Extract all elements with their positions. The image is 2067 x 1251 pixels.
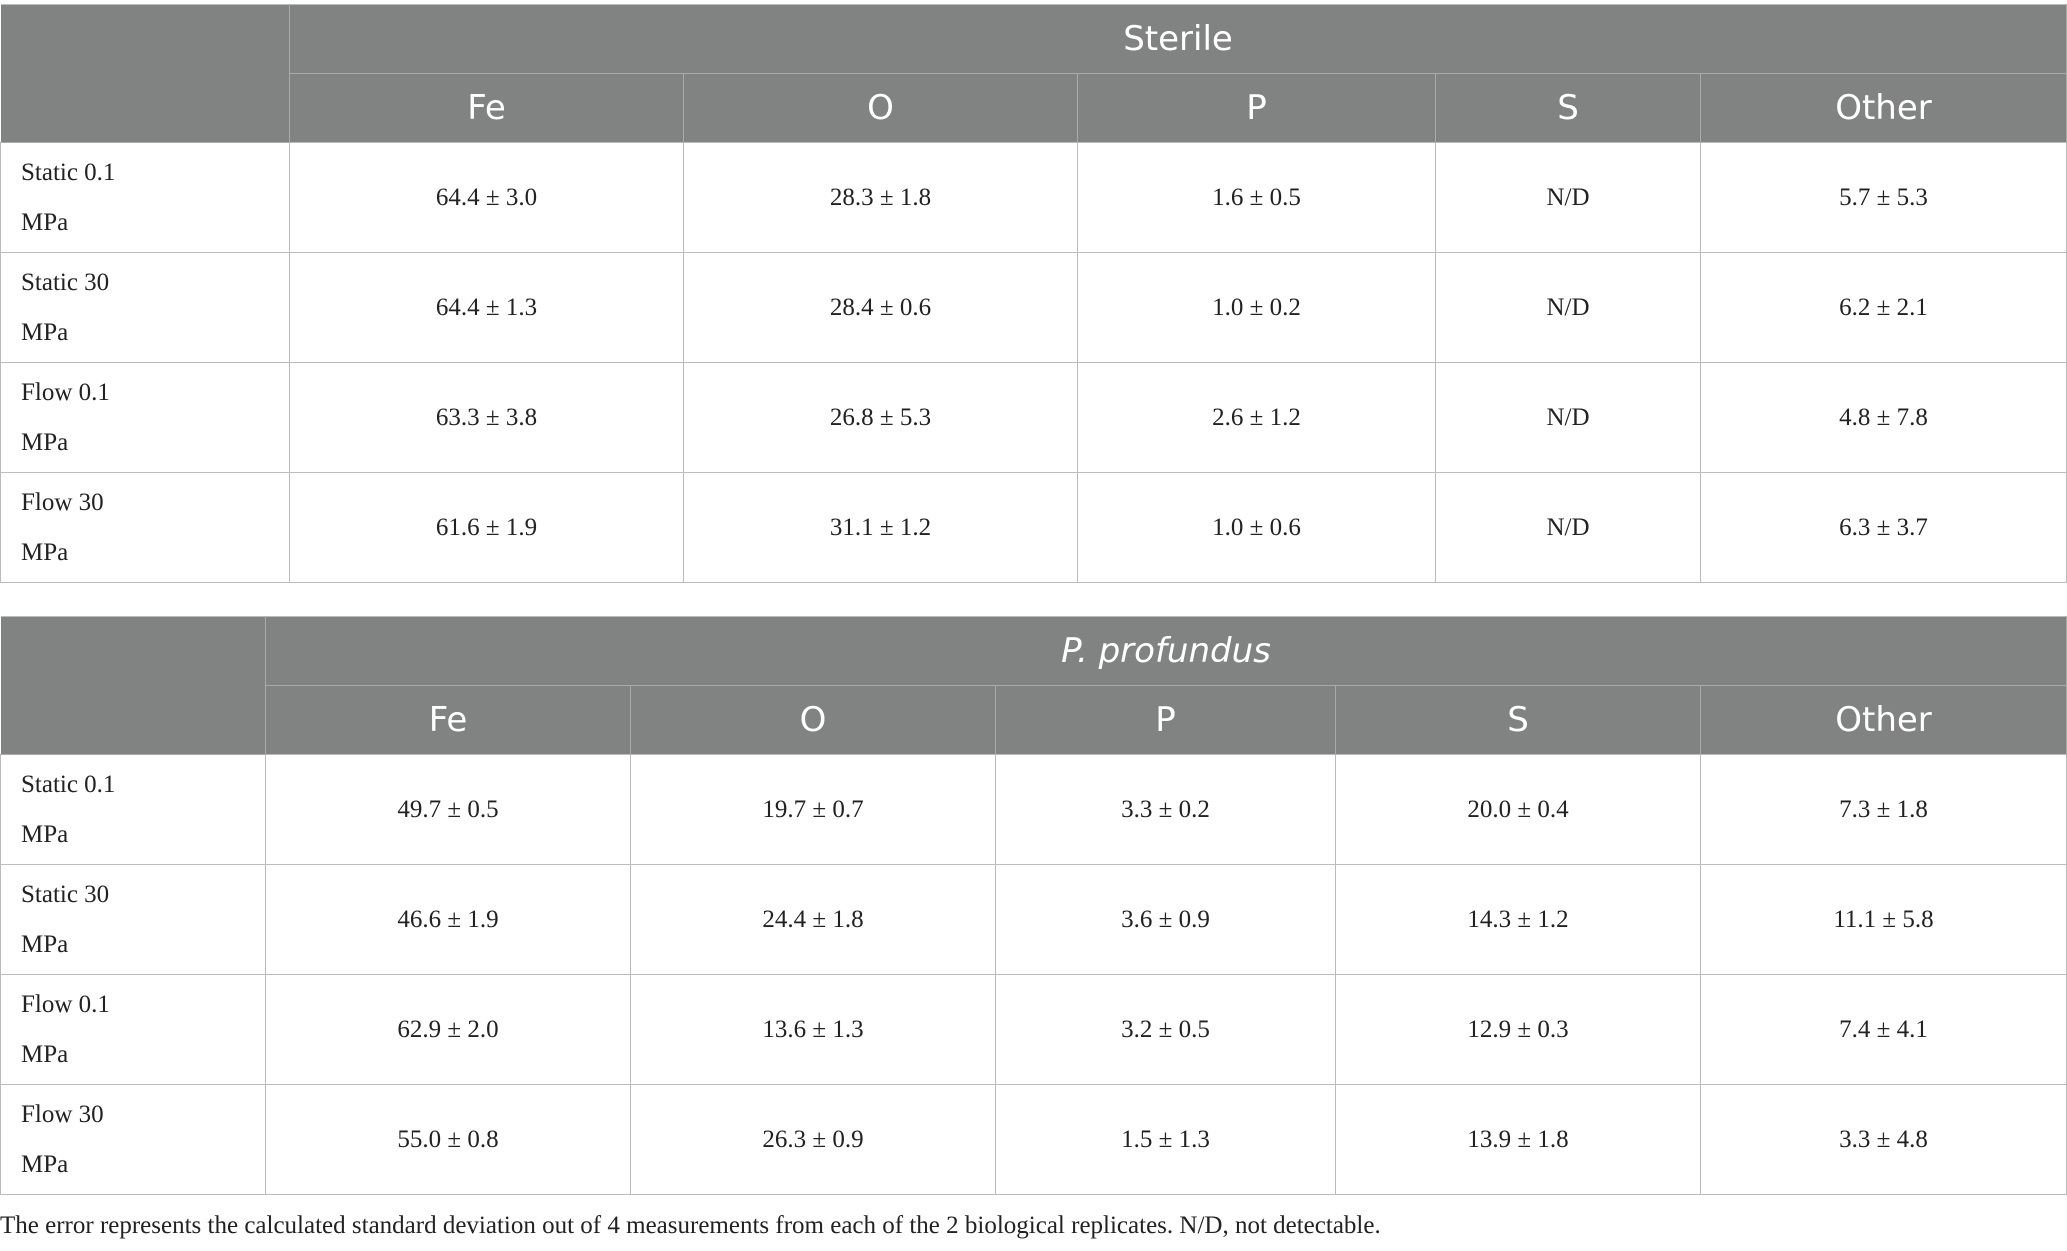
table-cell: 62.9 ± 2.0: [265, 974, 631, 1085]
table-cell: 26.3 ± 0.9: [630, 1084, 996, 1195]
row-label: Flow 0.1 MPa: [0, 974, 266, 1085]
column-header-s: S: [1435, 73, 1701, 143]
row-label: Flow 0.1 MPa: [0, 362, 290, 473]
table-cell: 6.2 ± 2.1: [1700, 252, 2067, 363]
table-cell: 4.8 ± 7.8: [1700, 362, 2067, 473]
group-header: P. profundus: [264, 616, 2067, 686]
column-header-fe: Fe: [265, 685, 631, 755]
row-label: Static 0.1 MPa: [0, 754, 266, 865]
table-cell: 31.1 ± 1.2: [683, 472, 1078, 583]
header-corner: [0, 616, 266, 755]
row-label: Static 30 MPa: [0, 252, 290, 363]
row-label: Static 30 MPa: [0, 864, 266, 975]
column-header-fe: Fe: [289, 73, 684, 143]
row-label: Static 0.1 MPa: [0, 142, 290, 253]
table-cell: 14.3 ± 1.2: [1335, 864, 1701, 975]
column-header-o: O: [683, 73, 1078, 143]
table-cell: 24.4 ± 1.8: [630, 864, 996, 975]
column-header-other: Other: [1699, 685, 2067, 755]
table-cell: 7.3 ± 1.8: [1699, 754, 2067, 865]
column-header-other: Other: [1700, 73, 2067, 143]
row-label: Flow 30 MPa: [0, 1084, 266, 1195]
table-cell: 1.0 ± 0.2: [1077, 252, 1436, 363]
table-cell: 28.3 ± 1.8: [683, 142, 1078, 253]
table-cell: 46.6 ± 1.9: [265, 864, 631, 975]
table-cell: 49.7 ± 0.5: [265, 754, 631, 865]
table-cell: 1.6 ± 0.5: [1077, 142, 1436, 253]
table-cell: 3.6 ± 0.9: [995, 864, 1336, 975]
table-cell: 6.3 ± 3.7: [1700, 472, 2067, 583]
table-footnote: The error represents the calculated stan…: [0, 1212, 1381, 1239]
table-cell: 64.4 ± 3.0: [289, 142, 684, 253]
table-cell: 19.7 ± 0.7: [630, 754, 996, 865]
column-header-p: P: [1077, 73, 1436, 143]
header-corner: [0, 4, 290, 143]
table-cell: 1.5 ± 1.3: [995, 1084, 1336, 1195]
table-cell: 26.8 ± 5.3: [683, 362, 1078, 473]
row-label: Flow 30 MPa: [0, 472, 290, 583]
table-cell: 13.9 ± 1.8: [1335, 1084, 1701, 1195]
table-cell: 3.3 ± 0.2: [995, 754, 1336, 865]
table-cell: 28.4 ± 0.6: [683, 252, 1078, 363]
table-cell: 5.7 ± 5.3: [1700, 142, 2067, 253]
sterile-table: Sterile Fe O P S Other Static 0.1 MPa 64.…: [0, 4, 2067, 583]
table-cell: 20.0 ± 0.4: [1335, 754, 1701, 865]
column-header-p: P: [995, 685, 1336, 755]
table-cell: N/D: [1435, 252, 1701, 363]
p-profundus-table: P. profundus Fe O P S Other Static 0.1 MP…: [0, 616, 2067, 1195]
table-cell: 2.6 ± 1.2: [1077, 362, 1436, 473]
column-header-s: S: [1335, 685, 1701, 755]
table-cell: 61.6 ± 1.9: [289, 472, 684, 583]
table-row: Static 30 MPa 46.6 ± 1.9 24.4 ± 1.8 3.6 ±…: [0, 864, 2067, 975]
table-row: Static 30 MPa 64.4 ± 1.3 28.4 ± 0.6 1.0 ±…: [0, 252, 2067, 363]
table-row: Flow 0.1 MPa 62.9 ± 2.0 13.6 ± 1.3 3.2 ± …: [0, 974, 2067, 1085]
table-cell: 11.1 ± 5.8: [1699, 864, 2067, 975]
column-header-o: O: [630, 685, 996, 755]
table-cell: 1.0 ± 0.6: [1077, 472, 1436, 583]
group-header: Sterile: [289, 4, 2067, 74]
table-row: Static 0.1 MPa 64.4 ± 3.0 28.3 ± 1.8 1.6 …: [0, 142, 2067, 253]
table-cell: N/D: [1435, 472, 1701, 583]
table-cell: 3.3 ± 4.8: [1699, 1084, 2067, 1195]
table-cell: 7.4 ± 4.1: [1699, 974, 2067, 1085]
table-row: Flow 30 MPa 55.0 ± 0.8 26.3 ± 0.9 1.5 ± 1…: [0, 1084, 2067, 1195]
table-row: Flow 30 MPa 61.6 ± 1.9 31.1 ± 1.2 1.0 ± 0…: [0, 472, 2067, 583]
table-cell: 55.0 ± 0.8: [265, 1084, 631, 1195]
table-cell: N/D: [1435, 362, 1701, 473]
table-cell: 63.3 ± 3.8: [289, 362, 684, 473]
table-cell: N/D: [1435, 142, 1701, 253]
table-cell: 13.6 ± 1.3: [630, 974, 996, 1085]
table-row: Static 0.1 MPa 49.7 ± 0.5 19.7 ± 0.7 3.3 …: [0, 754, 2067, 865]
table-cell: 12.9 ± 0.3: [1335, 974, 1701, 1085]
table-row: Flow 0.1 MPa 63.3 ± 3.8 26.8 ± 5.3 2.6 ± …: [0, 362, 2067, 473]
table-cell: 3.2 ± 0.5: [995, 974, 1336, 1085]
table-cell: 64.4 ± 1.3: [289, 252, 684, 363]
